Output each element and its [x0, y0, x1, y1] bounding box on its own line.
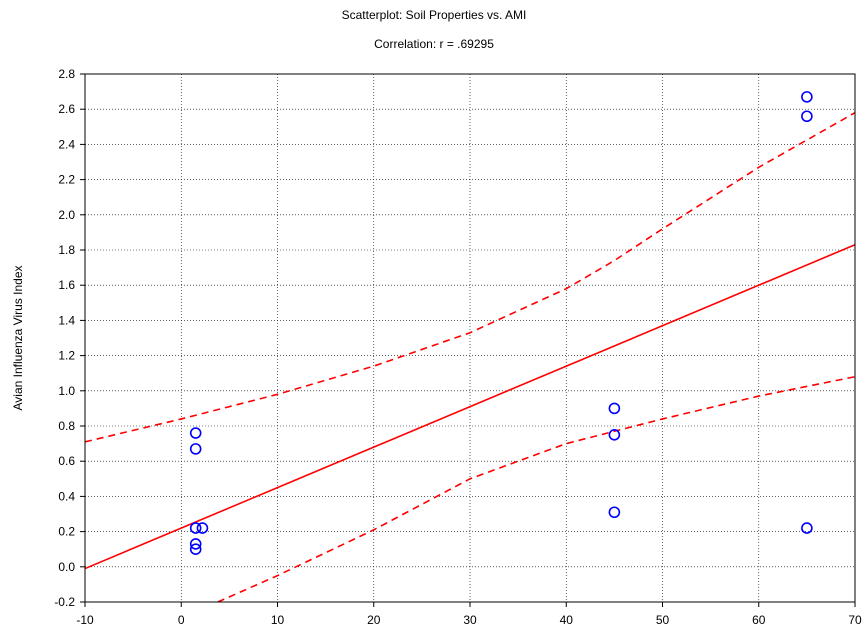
y-tick-label: 0.4: [58, 489, 75, 503]
point-layer: [189, 91, 813, 556]
x-tick-label: 70: [848, 613, 862, 627]
y-tick-label: -0.2: [54, 595, 75, 609]
x-tick-label: 10: [271, 613, 285, 627]
data-point: [189, 543, 202, 556]
y-axis-label: Avian Influenza Virus Index: [11, 266, 25, 411]
y-tick-label: 1.8: [58, 243, 75, 257]
data-point: [801, 110, 813, 123]
y-tick-label: 2.4: [58, 137, 75, 151]
confidence-upper-line: [85, 112, 855, 443]
data-point: [196, 522, 209, 534]
y-tick-label: 0.0: [58, 560, 75, 574]
confidence-lower-line: [217, 375, 855, 602]
tick-layer: -10 0 10 20 30 40 50 60 70 -0.2 0.0 0.2 0.4 0.6 0.8 1.0…: [54, 67, 862, 627]
x-tick-label: 40: [560, 613, 574, 627]
data-point: [801, 91, 813, 103]
data-point: [608, 428, 621, 441]
data-point: [189, 522, 202, 534]
data-point: [608, 506, 621, 519]
grid-layer: [85, 74, 855, 602]
regression-line: [85, 243, 855, 570]
y-tick-label: 0.6: [58, 454, 75, 468]
x-tick-label: 20: [367, 613, 381, 627]
data-point: [189, 427, 202, 439]
y-tick-label: 1.0: [58, 384, 75, 398]
chart-subtitle: Correlation: r = .69295: [374, 37, 494, 51]
y-tick-label: 0.2: [58, 525, 75, 539]
chart-title: Scatterplot: Soil Properties vs. AMI: [341, 8, 527, 22]
y-tick-label: 0.8: [58, 419, 75, 433]
x-tick-label: 60: [752, 613, 766, 627]
y-tick-label: 2.6: [58, 102, 75, 116]
x-tick-label: 30: [463, 613, 477, 627]
curve-layer: [85, 112, 855, 602]
y-tick-label: 1.4: [58, 313, 75, 327]
data-point: [189, 538, 202, 550]
y-tick-label: 1.2: [58, 349, 75, 363]
x-tick-label: 50: [656, 613, 670, 627]
x-tick-label: -10: [76, 613, 94, 627]
y-tick-label: 2.0: [58, 208, 75, 222]
y-tick-label: 1.6: [58, 278, 75, 292]
y-tick-label: 2.2: [58, 173, 75, 187]
data-point: [189, 443, 202, 455]
x-tick-label: 0: [178, 613, 185, 627]
data-point: [801, 522, 813, 534]
data-point: [608, 402, 621, 415]
y-tick-label: 2.8: [58, 67, 75, 81]
